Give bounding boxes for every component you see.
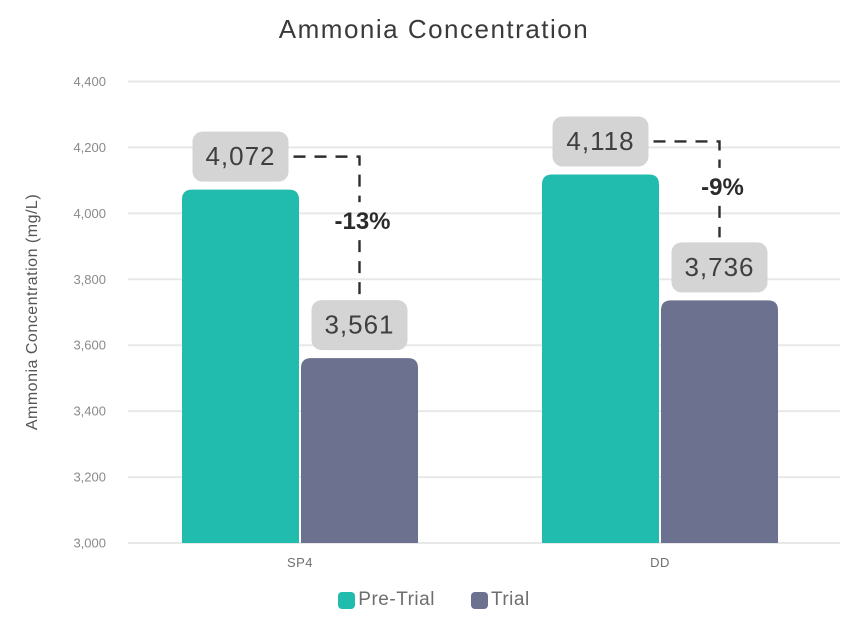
y-tick-label: 3,800 xyxy=(73,272,106,287)
percent-change-label-dd: -9% xyxy=(701,174,744,201)
bar-pre-trial-sp4 xyxy=(182,189,299,543)
legend-item-trial: Trial xyxy=(470,589,530,611)
bar-pre-trial-dd xyxy=(542,174,659,543)
y-tick-label: 3,200 xyxy=(73,470,106,485)
value-label-pre-trial-dd-box xyxy=(552,116,649,167)
y-tick-label: 4,400 xyxy=(73,74,106,89)
y-tick-label: 3,600 xyxy=(73,338,106,353)
percent-change-label-sp4: -13% xyxy=(334,208,390,235)
chart-title: Ammonia Concentration xyxy=(278,14,590,44)
bar-chart-plot: 3,000 3,200 3,400 3,600 3,800 4,000 4,200 4,400… xyxy=(24,74,840,570)
bar-trial-dd xyxy=(661,300,778,543)
y-tick-label: 3,400 xyxy=(73,404,106,419)
y-axis-title: Ammonia Concentration (mg/L) xyxy=(24,194,41,430)
y-tick-label: 4,200 xyxy=(73,140,106,155)
legend-swatch-trial xyxy=(470,591,488,609)
connector-line-upper-sp4 xyxy=(293,155,361,203)
legend-label-trial: Trial xyxy=(490,589,530,610)
value-label-trial-dd-box xyxy=(671,242,768,293)
value-label-pre-trial-dd: 4,118 xyxy=(566,126,634,156)
value-label-trial-dd: 3,736 xyxy=(684,252,754,282)
y-tick-label: 4,000 xyxy=(73,206,106,221)
legend-label-pre-trial: Pre-Trial xyxy=(358,589,435,610)
value-label-pre-trial-sp4: 4,072 xyxy=(205,141,275,171)
bar-trial-sp4 xyxy=(301,358,418,543)
value-label-pre-trial-sp4-box xyxy=(192,131,289,182)
connector-line-upper-dd xyxy=(653,140,721,168)
legend: Pre-Trial Trial xyxy=(0,589,868,611)
value-label-trial-sp4: 3,561 xyxy=(324,310,394,340)
x-tick-label-dd: DD xyxy=(650,555,670,570)
y-tick-label: 3,000 xyxy=(73,536,106,551)
x-tick-label-sp4: SP4 xyxy=(287,555,313,570)
value-label-trial-sp4-box xyxy=(311,300,408,351)
legend-item-pre-trial: Pre-Trial xyxy=(338,589,435,611)
legend-swatch-pre-trial xyxy=(338,591,356,609)
